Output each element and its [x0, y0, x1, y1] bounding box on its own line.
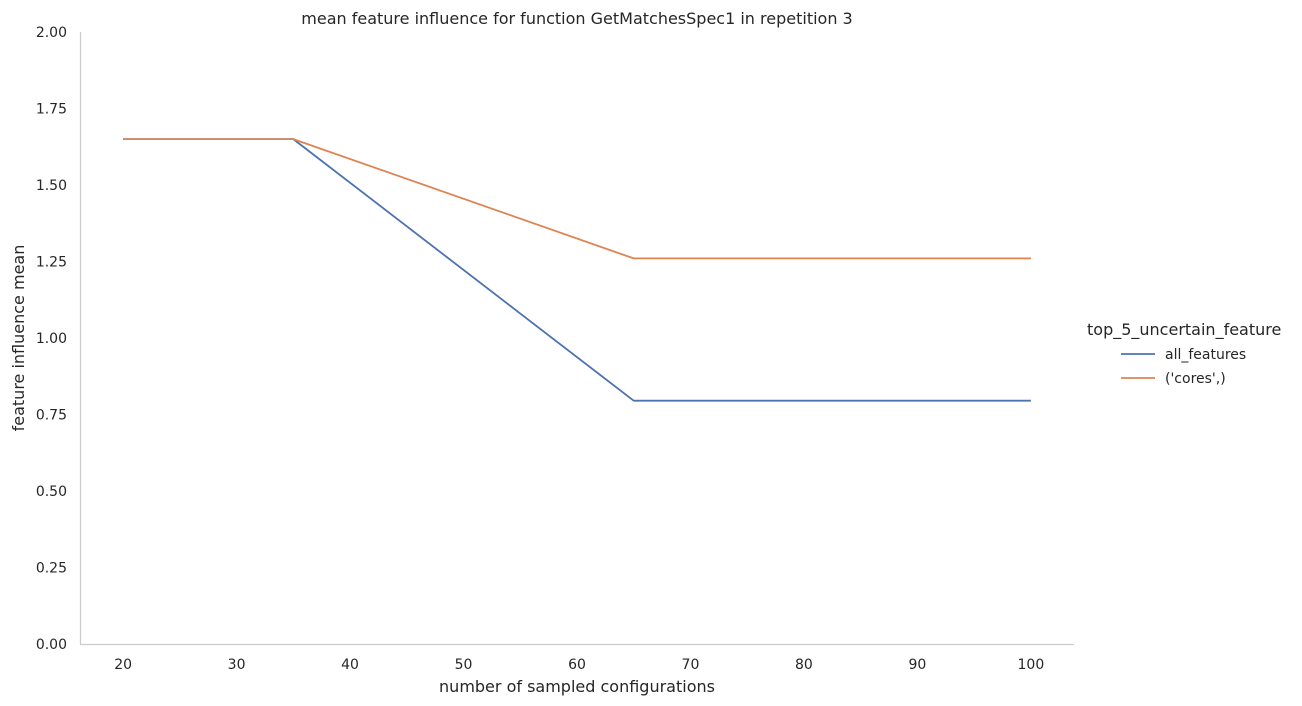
x-tick-label: 70 [682, 657, 700, 673]
legend-label: all_features [1165, 347, 1246, 363]
x-tick-label: 50 [455, 657, 473, 673]
y-tick-labels: 0.00 0.25 0.50 0.75 1.00 1.25 1.50 1.75 2.00 [36, 25, 67, 653]
legend-items: all_features ('cores',) [1121, 347, 1246, 387]
x-tick-label: 40 [341, 657, 359, 673]
legend-label: ('cores',) [1165, 371, 1226, 387]
x-axis-title: number of sampled configurations [439, 677, 715, 696]
y-tick-label: 1.00 [36, 331, 67, 347]
series-lines [123, 138, 1031, 402]
series-line-2 [123, 138, 1031, 260]
y-tick-label: 1.25 [36, 255, 67, 271]
y-tick-label: 0.50 [36, 484, 67, 500]
y-tick-label: 1.75 [36, 102, 67, 118]
chart-title: mean feature influence for function GetM… [301, 9, 852, 28]
x-tick-label: 30 [228, 657, 246, 673]
x-tick-labels: 20 30 40 50 60 70 80 90 100 [114, 657, 1044, 673]
y-tick-label: 2.00 [36, 25, 67, 41]
legend-title: top_5_uncertain_feature [1087, 320, 1281, 340]
series-line-1 [123, 138, 1031, 402]
y-tick-label: 0.25 [36, 561, 67, 577]
y-axis-title: feature influence mean [9, 245, 28, 432]
y-tick-label: 1.50 [36, 178, 67, 194]
y-tick-label: 0.00 [36, 637, 67, 653]
x-tick-label: 60 [568, 657, 586, 673]
legend: top_5_uncertain_feature all_features ('co… [1087, 320, 1281, 387]
plot-area: 0.00 0.25 0.50 0.75 1.00 1.25 1.50 1.75 2.00 20 3… [36, 25, 1074, 673]
x-tick-label: 20 [114, 657, 132, 673]
x-tick-label: 90 [908, 657, 926, 673]
x-tick-label: 100 [1018, 657, 1045, 673]
y-tick-label: 0.75 [36, 408, 67, 424]
x-tick-label: 80 [795, 657, 813, 673]
